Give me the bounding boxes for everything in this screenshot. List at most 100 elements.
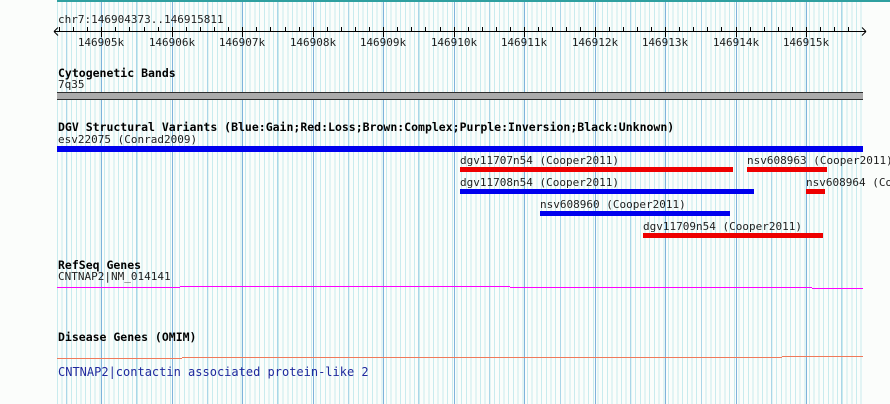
ruler-tick-label: 146911k <box>500 36 548 49</box>
ruler-major-tick <box>313 32 314 37</box>
ruler-tick-label: 146905k <box>77 36 125 49</box>
ruler-major-tick <box>736 32 737 37</box>
left-arrow-icon <box>53 27 63 36</box>
ruler-tick-label: 146912k <box>571 36 619 49</box>
ruler-minor-tick <box>496 27 497 31</box>
ruler-major-tick <box>242 32 243 37</box>
ruler-major-tick <box>524 32 525 37</box>
grid-line-kb <box>595 2 596 404</box>
variant-bar-gain[interactable] <box>540 211 730 216</box>
ruler-minor-tick <box>383 27 384 31</box>
ruler-minor-tick <box>623 27 624 31</box>
ruler-minor-tick <box>270 27 271 31</box>
ruler-minor-tick <box>778 27 779 31</box>
ruler-minor-tick <box>172 27 173 31</box>
ruler-minor-tick <box>721 27 722 31</box>
grid-line-halfkb <box>560 2 561 404</box>
grid-line-halfkb <box>66 2 67 404</box>
omim-line-segment[interactable] <box>782 356 863 357</box>
ruler-major-tick <box>806 32 807 37</box>
ruler-minor-tick <box>242 27 243 31</box>
grid-line-kb <box>383 2 384 404</box>
ruler-minor-tick <box>256 27 257 31</box>
ruler-minor-tick <box>750 27 751 31</box>
ruler-tick-label: 146907k <box>218 36 266 49</box>
right-arrow-icon <box>857 27 867 36</box>
ruler-minor-tick <box>637 27 638 31</box>
grid-line-halfkb <box>630 2 631 404</box>
variant-bar-gain[interactable] <box>460 189 754 194</box>
ruler-minor-tick <box>369 27 370 31</box>
variant-bar-loss[interactable] <box>747 167 827 172</box>
ruler-minor-tick <box>299 27 300 31</box>
ruler-minor-tick <box>468 27 469 31</box>
ruler-minor-tick <box>341 27 342 31</box>
refseq-line-segment[interactable] <box>180 286 510 287</box>
omim-line-segment[interactable] <box>182 357 782 358</box>
variant-label[interactable]: esv22075 (Conrad2009) <box>58 133 198 146</box>
variant-label[interactable]: dgv11708n54 (Cooper2011) <box>460 176 619 189</box>
ruler-minor-tick <box>848 27 849 31</box>
refseq-gene-label[interactable]: CNTNAP2|NM_014141 <box>58 270 171 283</box>
grid-line-kb <box>101 2 102 404</box>
grid-line-kb <box>736 2 737 404</box>
grid-line-halfkb <box>841 2 842 404</box>
cytoband-label: 7q35 <box>58 78 85 91</box>
ruler-major-tick <box>595 32 596 37</box>
grid-line-halfkb <box>418 2 419 404</box>
ruler-minor-tick <box>482 27 483 31</box>
grid-line-kb <box>665 2 666 404</box>
ruler-tick-label: 146914k <box>712 36 760 49</box>
cytoband-bar[interactable] <box>57 92 863 100</box>
refseq-line-segment[interactable] <box>57 287 180 288</box>
omim-line-segment[interactable] <box>57 358 182 359</box>
ruler-tick-label: 146908k <box>289 36 337 49</box>
grid-line-kb <box>524 2 525 404</box>
ruler-minor-tick <box>411 27 412 31</box>
grid-line-halfkb <box>771 2 772 404</box>
ruler-minor-tick <box>510 27 511 31</box>
variant-label[interactable]: nsv608960 (Cooper2011) <box>540 198 686 211</box>
ruler-minor-tick <box>214 27 215 31</box>
ruler-minor-tick <box>834 27 835 31</box>
ruler-minor-tick <box>285 27 286 31</box>
ruler-minor-tick <box>200 27 201 31</box>
ruler-minor-tick <box>552 27 553 31</box>
ruler-minor-tick <box>609 27 610 31</box>
variant-bar-loss[interactable] <box>643 233 823 238</box>
ruler-minor-tick <box>566 27 567 31</box>
ruler-minor-tick <box>87 27 88 31</box>
variant-label[interactable]: nsv608964 (Coo <box>806 176 890 189</box>
region-label: chr7:146904373..146915811 <box>58 13 224 26</box>
ruler-minor-tick <box>425 27 426 31</box>
cytobands-track-title: Cytogenetic Bands <box>58 66 176 80</box>
ruler-major-tick <box>172 32 173 37</box>
omim-track-title: Disease Genes (OMIM) <box>58 330 197 344</box>
ruler-minor-tick <box>524 27 525 31</box>
ruler-minor-tick <box>59 27 60 31</box>
ruler-minor-tick <box>158 27 159 31</box>
ruler-minor-tick <box>707 27 708 31</box>
ruler-minor-tick <box>792 27 793 31</box>
ruler-minor-tick <box>313 27 314 31</box>
grid-line-halfkb <box>348 2 349 404</box>
ruler-minor-tick <box>580 27 581 31</box>
ruler-minor-tick <box>327 27 328 31</box>
grid-line-halfkb <box>207 2 208 404</box>
variant-label[interactable]: dgv11709n54 (Cooper2011) <box>643 220 802 233</box>
ruler-tick-label: 146910k <box>430 36 478 49</box>
variant-bar-loss[interactable] <box>806 189 825 194</box>
refseq-line-segment[interactable] <box>510 287 812 288</box>
ruler-minor-tick <box>144 27 145 31</box>
ruler-minor-tick <box>440 27 441 31</box>
variant-bar-loss[interactable] <box>460 167 733 172</box>
ruler-major-tick <box>454 32 455 37</box>
ruler-minor-tick <box>186 27 187 31</box>
variant-bar-gain[interactable] <box>57 146 863 152</box>
variant-label[interactable]: dgv11707n54 (Cooper2011) <box>460 154 619 167</box>
variant-label[interactable]: nsv608963 (Cooper2011) <box>747 154 890 167</box>
omim-gene-label[interactable]: CNTNAP2|contactin associated protein-lik… <box>58 365 369 379</box>
grid-line-kb <box>313 2 314 404</box>
refseq-track-title: RefSeq Genes <box>58 258 142 272</box>
refseq-line-segment[interactable] <box>812 288 863 289</box>
